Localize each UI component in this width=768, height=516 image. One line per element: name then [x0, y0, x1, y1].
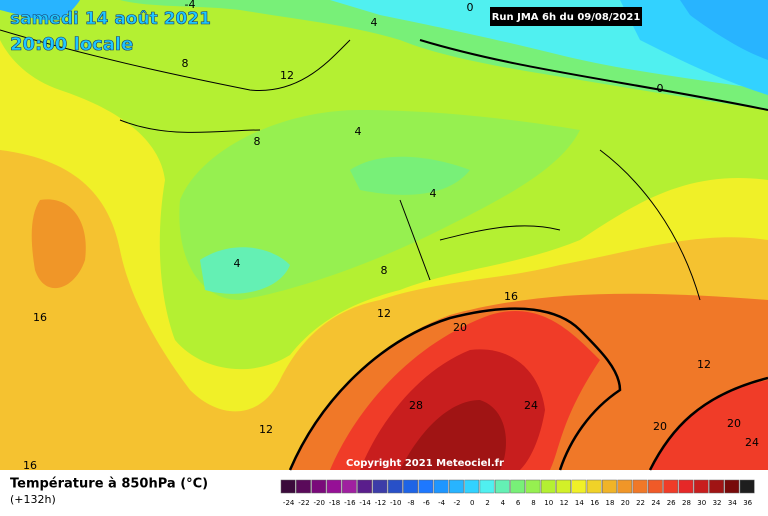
- scale-swatch: [602, 479, 617, 494]
- contour-label: 28: [409, 399, 423, 412]
- contour-label: 16: [504, 290, 518, 303]
- scale-label: 26: [667, 499, 676, 507]
- scale-label: -14: [359, 499, 371, 507]
- scale-swatch: [418, 479, 434, 494]
- scale-label: 24: [651, 499, 660, 507]
- scale-swatch: [464, 479, 480, 494]
- scale-label: 22: [636, 499, 645, 507]
- run-info: Run JMA 6h du 09/08/2021: [492, 12, 641, 23]
- scale-label: 30: [697, 499, 706, 507]
- scale-swatch: [341, 479, 357, 494]
- scale-label: -20: [314, 499, 325, 507]
- scale-label: 18: [605, 499, 614, 507]
- map-fields: [0, 0, 768, 471]
- scale-label: 10: [544, 499, 553, 507]
- contour-label: 12: [377, 307, 391, 320]
- scale-swatch: [617, 479, 633, 494]
- scale-swatch: [479, 479, 495, 494]
- scale-swatch: [311, 479, 327, 494]
- scale-label: -16: [344, 499, 356, 507]
- scale-label: 34: [728, 499, 737, 507]
- scale-swatch: [403, 479, 418, 494]
- scale-label: 36: [743, 499, 752, 507]
- chart-title: Température à 850hPa (°C): [10, 477, 208, 492]
- scale-swatch: [280, 479, 296, 494]
- scale-swatch: [556, 479, 571, 494]
- scale-swatch: [357, 479, 373, 494]
- scale-label: -2: [453, 499, 460, 507]
- contour-label: 0: [657, 82, 664, 95]
- contour-label: 4: [355, 125, 362, 138]
- scale-label: -8: [408, 499, 415, 507]
- scale-swatch: [693, 479, 709, 494]
- contour-label: 16: [33, 311, 47, 324]
- scale-swatch: [678, 479, 694, 494]
- scale-label: 2: [485, 499, 489, 507]
- scale-swatch: [372, 479, 388, 494]
- scale-label: 32: [713, 499, 722, 507]
- scale-swatch: [647, 479, 663, 494]
- lead-time: (+132h): [10, 493, 56, 506]
- contour-label: 8: [254, 135, 261, 148]
- scale-swatch: [571, 479, 587, 494]
- contour-label: 12: [697, 358, 711, 371]
- scale-swatch: [326, 479, 342, 494]
- scale-label: 20: [621, 499, 630, 507]
- forecast-time: 20:00 locale: [10, 34, 133, 55]
- contour-label: 12: [280, 69, 294, 82]
- scale-label: 14: [575, 499, 584, 507]
- contour-label: 20: [453, 321, 467, 334]
- scale-swatch: [540, 479, 556, 494]
- contour-label: 4: [430, 187, 437, 200]
- scale-swatch: [449, 479, 464, 494]
- contour-labels: -4 0 4 8 12 4 8 4 4 8 16 12 20 16 28 24 12 16 0 12 20 20 24: [23, 0, 759, 472]
- scale-swatch: [433, 479, 449, 494]
- contour-label: 24: [524, 399, 538, 412]
- contour-label: -4: [185, 0, 196, 11]
- scale-swatch: [494, 479, 510, 494]
- scale-label: -10: [390, 499, 401, 507]
- scale-swatch: [663, 479, 679, 494]
- scale-swatch: [709, 479, 724, 494]
- contour-label: 0: [467, 1, 474, 14]
- scale-label: 4: [501, 499, 506, 507]
- scale-label: -6: [423, 499, 431, 507]
- contour-label: 4: [234, 257, 241, 270]
- scale-swatch: [739, 479, 755, 494]
- contour-label: 8: [182, 57, 189, 70]
- contour-label: 16: [23, 459, 37, 472]
- scale-swatch: [296, 479, 311, 494]
- scale-swatch: [724, 479, 740, 494]
- contour-label: 20: [727, 417, 741, 430]
- scale-label: 12: [560, 499, 569, 507]
- scale-swatch: [387, 479, 403, 494]
- scale-label: 28: [682, 499, 691, 507]
- forecast-date: samedi 14 août 2021: [10, 9, 211, 29]
- contour-label: 20: [653, 420, 667, 433]
- scale-label: 0: [470, 499, 474, 507]
- scale-swatch: [525, 479, 541, 494]
- scale-label: -24: [283, 499, 295, 507]
- contour-label: 12: [259, 423, 273, 436]
- scale-label: -4: [438, 499, 446, 507]
- scale-label: -18: [329, 499, 340, 507]
- scale-swatch: [510, 479, 526, 494]
- contour-label: 8: [381, 264, 388, 277]
- scale-label: 8: [531, 499, 535, 507]
- color-scale: -24 -22 -20 -18 -16 -14 -12 -10 -8 -6 -4 -2 0 2 4 6 8 10 1…: [280, 479, 755, 507]
- copyright: Copyright 2021 Meteociel.fr: [346, 458, 504, 469]
- contour-label: 24: [745, 436, 759, 449]
- contour-label: 4: [371, 16, 378, 29]
- scale-label: -12: [375, 499, 386, 507]
- scale-label: 16: [590, 499, 599, 507]
- scale-label: 6: [516, 499, 521, 507]
- run-box: [490, 7, 642, 26]
- scale-swatch: [586, 479, 602, 494]
- scale-swatch: [632, 479, 648, 494]
- scale-label: -22: [298, 499, 309, 507]
